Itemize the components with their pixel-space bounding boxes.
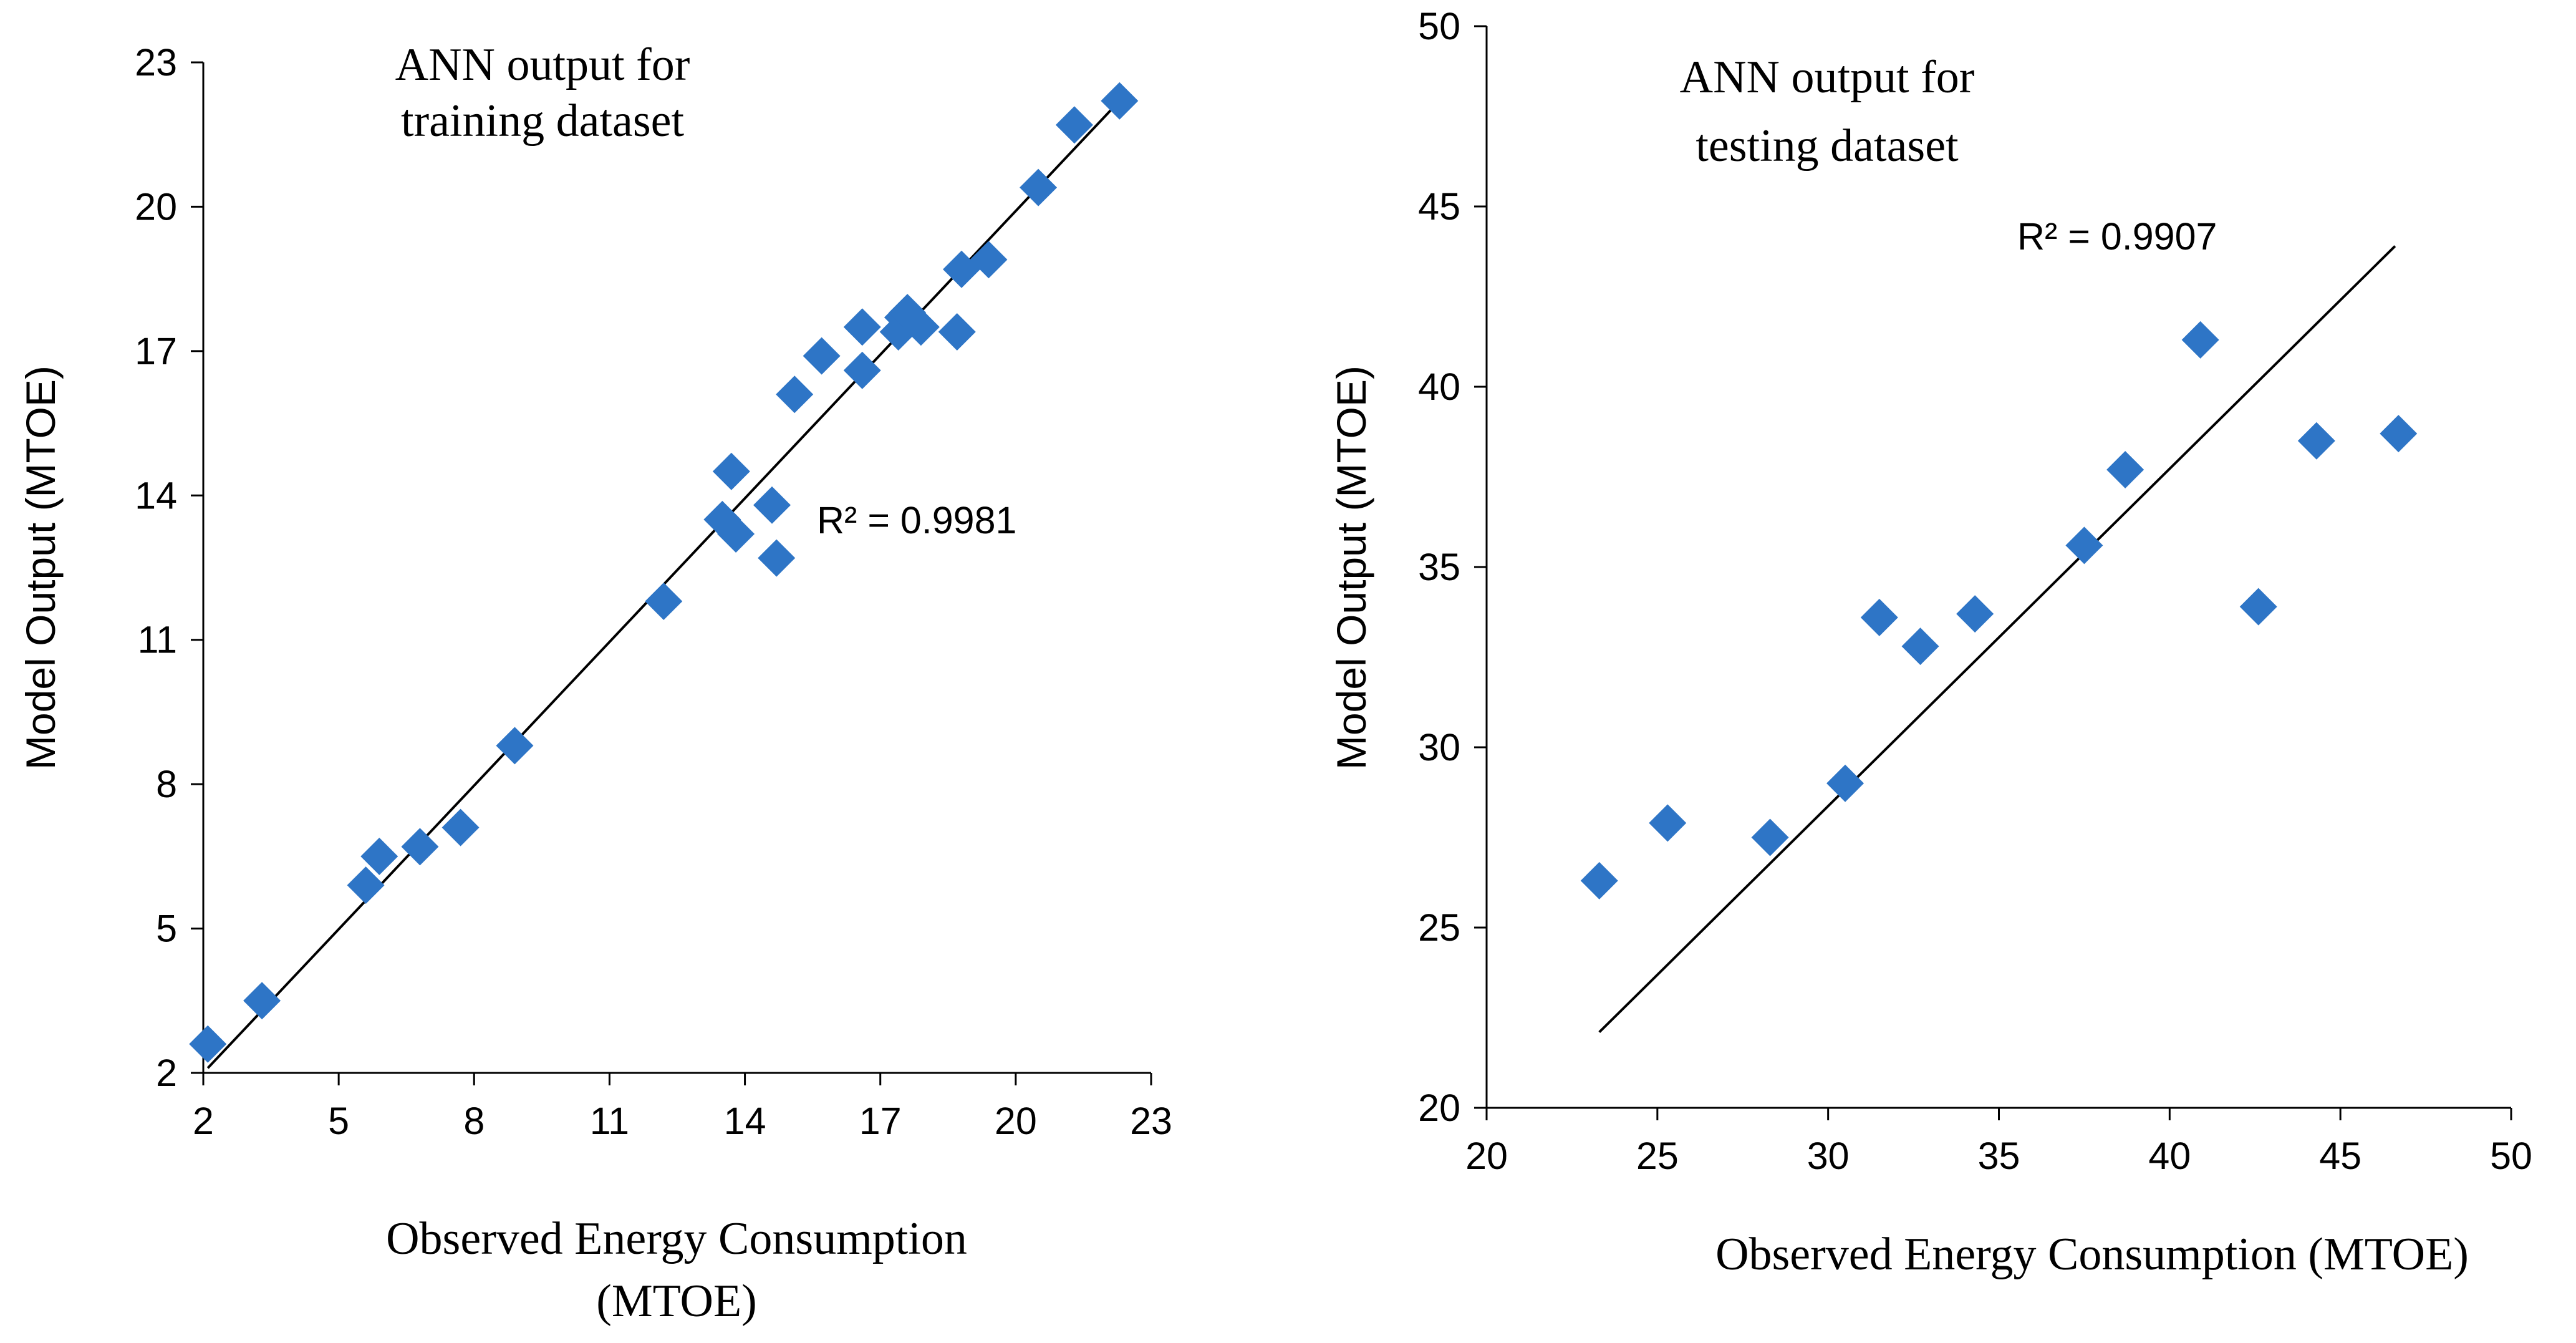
x-tick-label: 45: [2319, 1135, 2361, 1177]
data-point: [2181, 321, 2219, 359]
x-tick-label: 25: [1636, 1135, 1679, 1177]
data-point: [2297, 422, 2335, 460]
data-point: [441, 808, 480, 846]
chart-annotation: testing dataset: [1696, 120, 1959, 172]
data-point: [1826, 764, 1864, 802]
data-point: [902, 308, 940, 346]
y-tick-label: 11: [138, 619, 177, 661]
x-tick-label: 5: [328, 1100, 349, 1142]
data-point: [2106, 450, 2144, 488]
y-tick-label: 50: [1418, 5, 1460, 47]
data-point: [1020, 168, 1058, 206]
y-tick-label: 20: [1418, 1087, 1460, 1129]
data-point: [645, 583, 683, 620]
y-tick-label: 35: [1418, 546, 1460, 588]
y-tick-label: 23: [135, 41, 177, 84]
y-tick-label: 30: [1418, 726, 1460, 768]
training-chart: 2 5 8 11 14 17 20 23 2 5 8 11 14 17 20 23 Model Output (…: [17, 39, 1172, 1327]
y-tick-label: 14: [135, 474, 177, 516]
data-point: [1860, 598, 1898, 636]
r-squared-label: R² = 0.9981: [817, 499, 1016, 541]
data-point: [889, 294, 927, 332]
data-point: [776, 376, 814, 414]
y-axis-label: Model Output (MTOE): [1328, 366, 1374, 770]
x-tick-label: 35: [1978, 1135, 2020, 1177]
data-point: [843, 308, 881, 346]
x-tick-label: 40: [2148, 1135, 2191, 1177]
y-tick-label: 20: [135, 185, 177, 228]
x-tick-label: 8: [463, 1100, 485, 1142]
x-tick-label: 2: [193, 1100, 214, 1142]
trendline: [1598, 245, 2396, 1034]
r-squared-label: R² = 0.9907: [2017, 215, 2217, 258]
y-tick-label: 17: [135, 330, 177, 372]
x-tick-label: 20: [1465, 1135, 1508, 1177]
data-point: [803, 337, 841, 375]
data-point: [1101, 82, 1139, 120]
data-point: [401, 828, 439, 866]
x-tick-label: 23: [1130, 1100, 1172, 1142]
x-tick-label: 17: [859, 1100, 902, 1142]
data-point: [1649, 804, 1687, 842]
data-point: [2239, 588, 2277, 626]
data-point: [496, 727, 534, 765]
y-axis-label: Model Output (MTOE): [17, 366, 64, 770]
x-tick-label: 50: [2490, 1135, 2532, 1177]
testing-chart: 20 25 30 35 40 45 50 20 25 30 35 40 45 50 Model Output…: [1328, 5, 2532, 1280]
chart-annotation: training dataset: [401, 95, 685, 147]
data-point: [717, 515, 755, 553]
x-tick-label: 20: [995, 1100, 1037, 1142]
data-point: [712, 452, 750, 490]
y-tick-label: 40: [1418, 366, 1460, 408]
data-point: [189, 1025, 227, 1063]
data-point: [1751, 818, 1789, 856]
y-tick-label: 2: [156, 1052, 177, 1094]
y-tick-label: 8: [156, 763, 177, 805]
data-point: [243, 982, 281, 1020]
data-point: [970, 241, 1008, 279]
x-axis-label: Observed Energy Consumption: [386, 1213, 967, 1264]
chart-annotation: ANN output for: [1680, 52, 1975, 103]
data-point: [1055, 106, 1093, 144]
data-point: [360, 837, 398, 875]
x-tick-label: 14: [724, 1100, 766, 1142]
x-axis-label: Observed Energy Consumption (MTOE): [1715, 1229, 2469, 1280]
x-tick-label: 30: [1807, 1135, 1850, 1177]
data-point: [758, 539, 796, 577]
data-point: [347, 866, 385, 904]
data-point: [1580, 861, 1618, 899]
chart-annotation: ANN output for: [395, 39, 690, 90]
data-point: [1956, 595, 1994, 633]
x-axis-label: (MTOE): [596, 1276, 757, 1327]
data-point: [2065, 526, 2103, 565]
data-point: [1901, 628, 1939, 666]
data-point: [2380, 415, 2418, 453]
data-point: [753, 486, 791, 524]
y-tick-label: 5: [156, 908, 177, 950]
data-point: [843, 351, 881, 389]
x-tick-label: 11: [590, 1100, 629, 1142]
y-tick-label: 45: [1418, 185, 1460, 228]
data-point: [938, 313, 976, 351]
y-tick-label: 25: [1418, 906, 1460, 949]
